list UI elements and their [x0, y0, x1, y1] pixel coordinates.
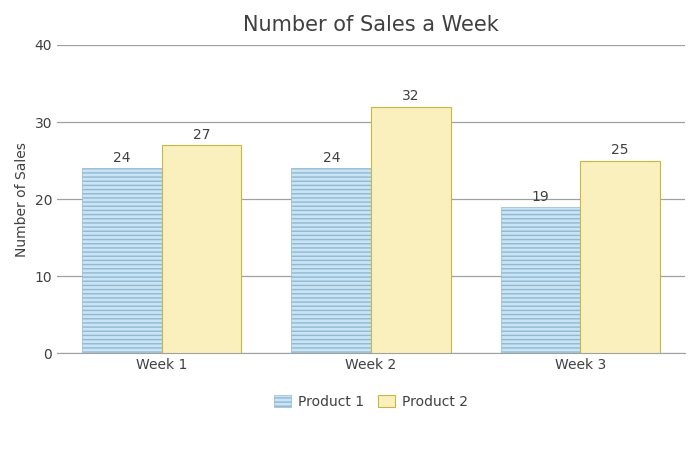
Text: 27: 27: [193, 128, 210, 142]
Bar: [500, 207, 580, 353]
Title: Number of Sales a Week: Number of Sales a Week: [243, 15, 499, 35]
Text: 24: 24: [113, 151, 131, 165]
Y-axis label: Number of Sales: Number of Sales: [15, 142, 29, 257]
Text: 32: 32: [402, 89, 419, 104]
Text: 19: 19: [532, 190, 550, 204]
Bar: [580, 161, 660, 353]
Text: 24: 24: [323, 151, 340, 165]
Bar: [371, 106, 451, 353]
Text: 25: 25: [611, 144, 629, 157]
Bar: [162, 145, 242, 353]
Legend: Product 1, Product 2: Product 1, Product 2: [269, 389, 473, 414]
Bar: [82, 168, 162, 353]
Bar: [291, 168, 371, 353]
